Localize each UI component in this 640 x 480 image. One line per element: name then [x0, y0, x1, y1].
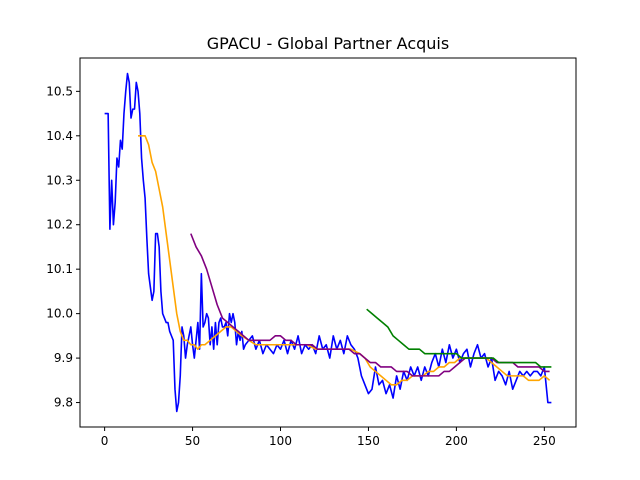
y-tick-label: 10.2 [46, 218, 73, 232]
x-tick-label: 250 [533, 434, 556, 448]
y-tick-label: 10.3 [46, 173, 73, 187]
y-tick-label: 10.0 [46, 307, 73, 321]
series-layer [104, 72, 552, 413]
x-tick-label: 100 [269, 434, 292, 448]
x-tick-label: 200 [445, 434, 468, 448]
series-line-4 [366, 308, 552, 368]
y-tick-label: 9.9 [54, 351, 73, 365]
x-tick-label: 0 [101, 434, 109, 448]
plot-frame [79, 57, 577, 428]
axis-layer: 0 50 100 150 200 250 9.8 9.9 10.0 10.1 10.2 10.3 10.… [46, 84, 556, 448]
chart-title: GPACU - Global Partner Acquis [207, 34, 449, 53]
y-tick-label: 10.5 [46, 84, 73, 98]
y-tick-label: 10.1 [46, 262, 73, 276]
x-tick-label: 150 [357, 434, 380, 448]
y-tick-label: 10.4 [46, 129, 73, 143]
y-tick-label: 9.8 [54, 396, 73, 410]
x-tick-label: 50 [185, 434, 200, 448]
